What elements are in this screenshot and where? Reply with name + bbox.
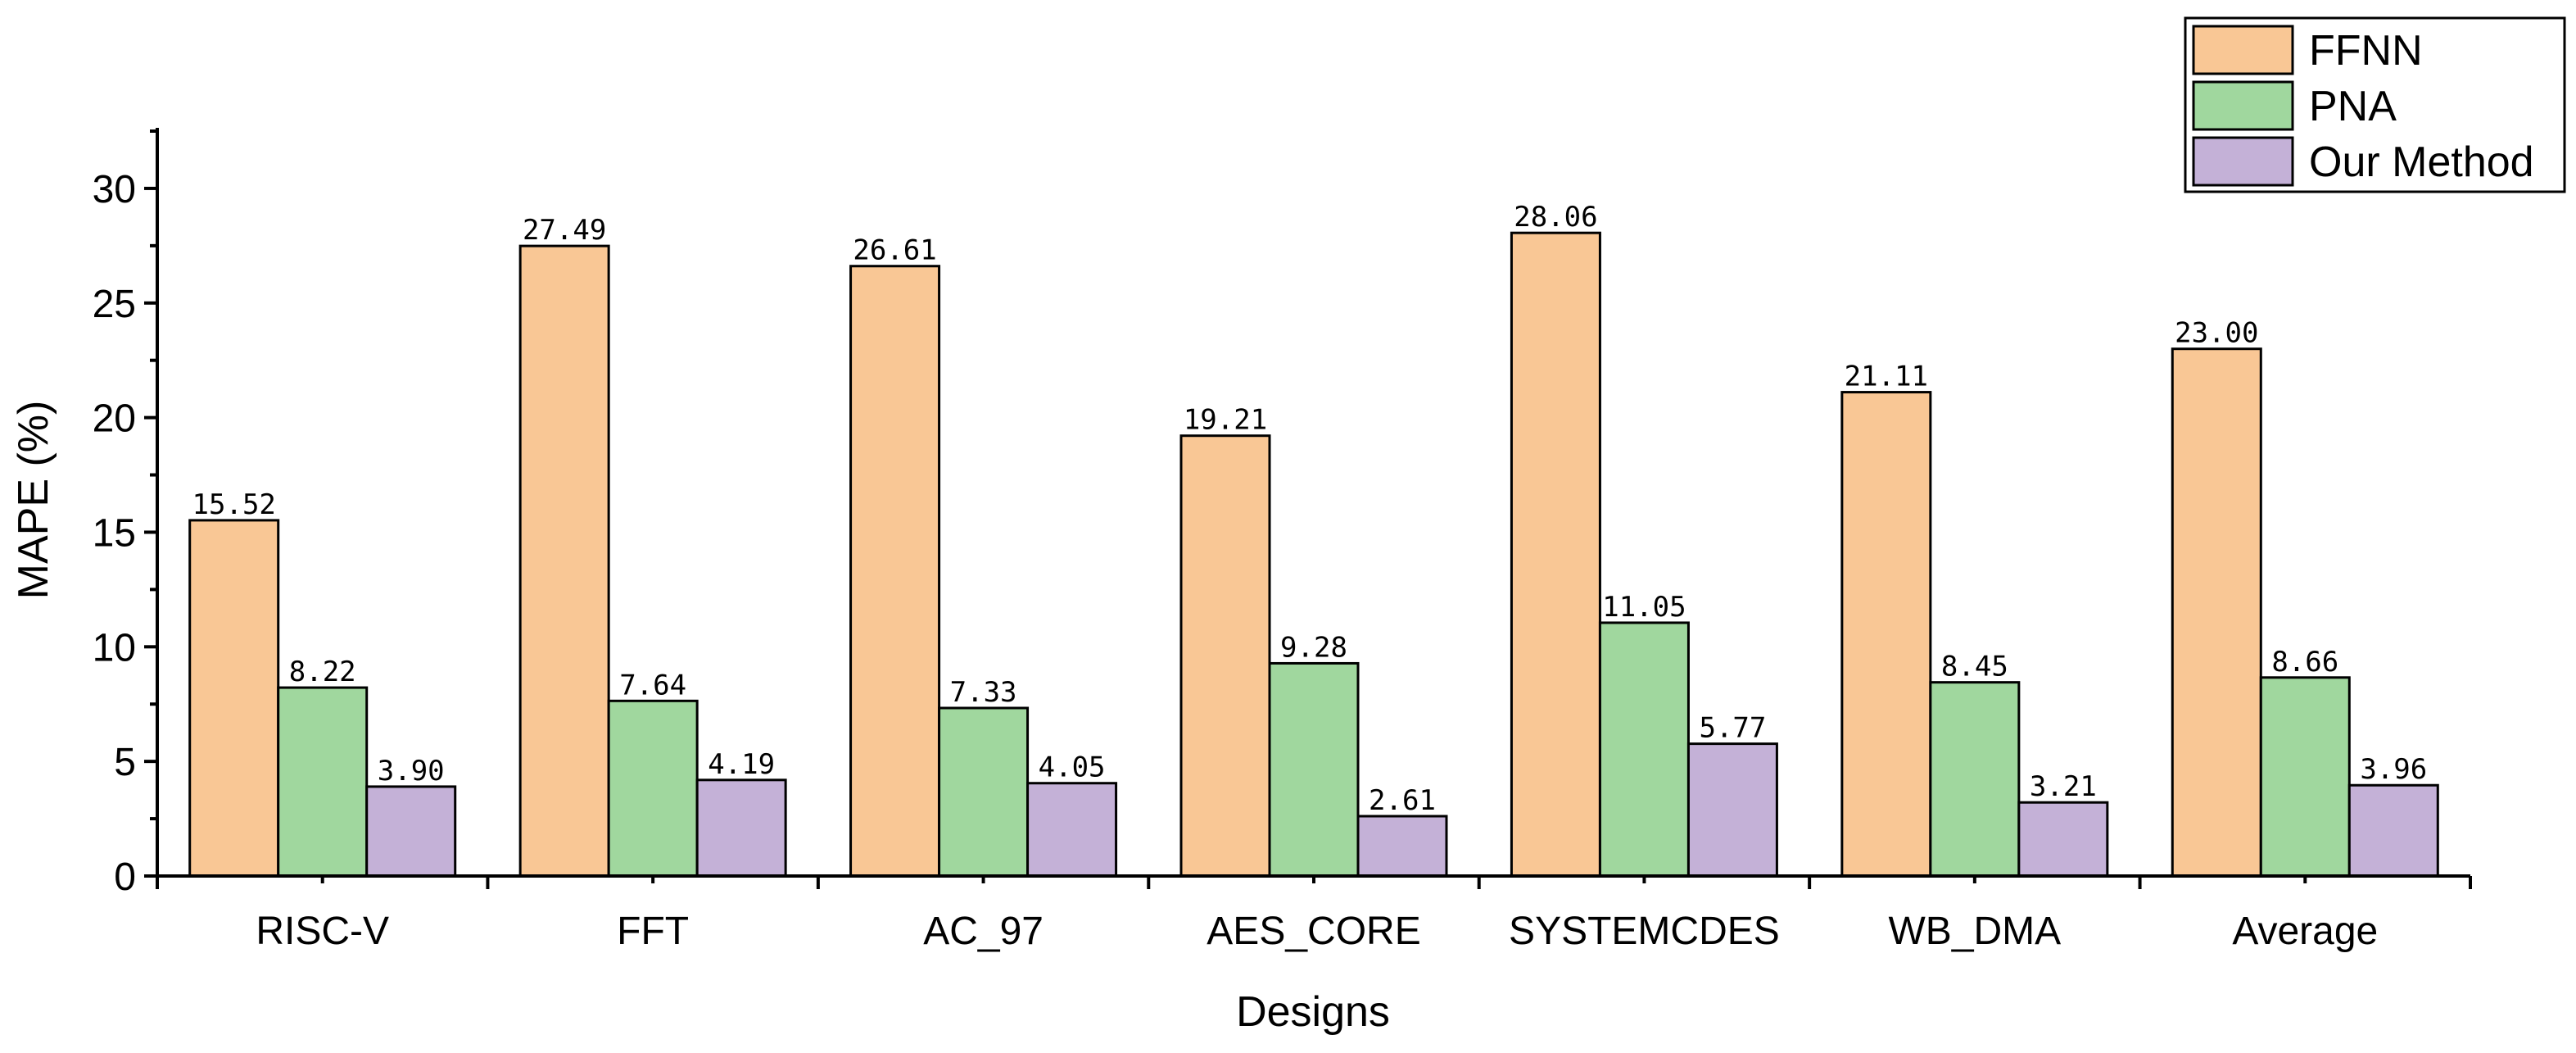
- data-label: 26.61: [853, 234, 936, 267]
- bar-ffnn-fft: [518, 244, 610, 878]
- x-tick-label: Average: [2232, 910, 2378, 953]
- legend-swatch: [2192, 80, 2294, 131]
- data-label: 8.45: [1941, 651, 2008, 683]
- data-label: 11.05: [1602, 591, 1686, 624]
- bar-pna-risc-v: [277, 686, 369, 878]
- y-tick-label: 5: [114, 741, 136, 784]
- data-label: 4.05: [1039, 751, 1106, 784]
- bar-pna-aes_core: [1268, 661, 1360, 878]
- y-tick-label: 25: [93, 283, 136, 326]
- x-tick-label: FFT: [617, 910, 689, 953]
- data-label: 3.21: [2030, 770, 2097, 803]
- legend: FFNN PNA Our Method: [2184, 16, 2566, 193]
- data-label: 15.52: [192, 488, 276, 521]
- bar-our-method-risc-v: [365, 785, 457, 878]
- data-label: 3.96: [2360, 753, 2427, 786]
- x-tick-label: AES_CORE: [1207, 910, 1420, 953]
- x-tick-label: WB_DMA: [1889, 910, 2062, 953]
- bar-our-method-fft: [695, 778, 787, 878]
- axes-layer: 0 5 10 15 20 25 30 RISC-V FFT AC_97 AES_CORE SYSTEM…: [93, 128, 2472, 953]
- data-label: 27.49: [523, 214, 606, 247]
- bar-pna-fft: [607, 699, 699, 878]
- legend-label: FFNN: [2309, 27, 2423, 75]
- x-axis-title: Designs: [1236, 988, 1390, 1036]
- bar-ffnn-wb_dma: [1840, 391, 1932, 878]
- bar-ffnn-risc-v: [188, 519, 280, 878]
- bar-our-method-systemcdes: [1686, 742, 1778, 878]
- legend-swatch: [2192, 25, 2294, 75]
- data-label: 2.61: [1369, 784, 1436, 817]
- data-label: 5.77: [1699, 712, 1766, 745]
- bar-ffnn-average: [2171, 347, 2262, 878]
- data-label: 21.11: [1845, 361, 1928, 393]
- data-label: 28.06: [1514, 201, 1597, 234]
- y-tick-label: 0: [114, 856, 136, 899]
- bar-pna-ac_97: [938, 706, 1030, 878]
- x-tick-label: SYSTEMCDES: [1509, 910, 1780, 953]
- bar-our-method-ac_97: [1026, 782, 1118, 878]
- legend-label: PNA: [2309, 83, 2397, 130]
- data-label: 9.28: [1280, 631, 1347, 664]
- x-tick-label: RISC-V: [256, 910, 389, 953]
- bars-layer: [188, 231, 2439, 878]
- data-labels-layer: 15.52 8.22 3.90 27.49 7.64 4.19 26.61 7.33 4.05 1…: [192, 201, 2428, 817]
- bar-ffnn-systemcdes: [1510, 231, 1601, 878]
- y-axis-title: MAPE (%): [10, 401, 57, 600]
- legend-swatch: [2192, 136, 2294, 187]
- y-tick-label: 15: [93, 511, 136, 555]
- y-tick-label: 10: [93, 626, 136, 669]
- bar-our-method-wb_dma: [2017, 801, 2109, 878]
- y-tick-label: 30: [93, 168, 136, 211]
- data-label: 8.22: [289, 656, 356, 688]
- bar-pna-wb_dma: [1929, 681, 2021, 878]
- bar-pna-average: [2259, 676, 2351, 878]
- y-tick-label: 20: [93, 397, 136, 441]
- bar-pna-systemcdes: [1598, 621, 1690, 878]
- x-tick-label: AC_97: [923, 910, 1044, 953]
- data-label: 7.64: [619, 669, 686, 701]
- data-label: 7.33: [950, 676, 1017, 709]
- data-label: 3.90: [378, 755, 445, 787]
- bar-our-method-aes_core: [1356, 815, 1448, 878]
- data-label: 8.66: [2271, 646, 2338, 679]
- legend-label: Our Method: [2309, 138, 2534, 186]
- data-label: 19.21: [1184, 404, 1267, 437]
- data-label: 4.19: [708, 748, 775, 781]
- data-label: 23.00: [2175, 317, 2258, 350]
- bar-ffnn-ac_97: [849, 265, 941, 878]
- bar-ffnn-aes_core: [1179, 434, 1271, 878]
- bar-our-method-average: [2347, 783, 2439, 878]
